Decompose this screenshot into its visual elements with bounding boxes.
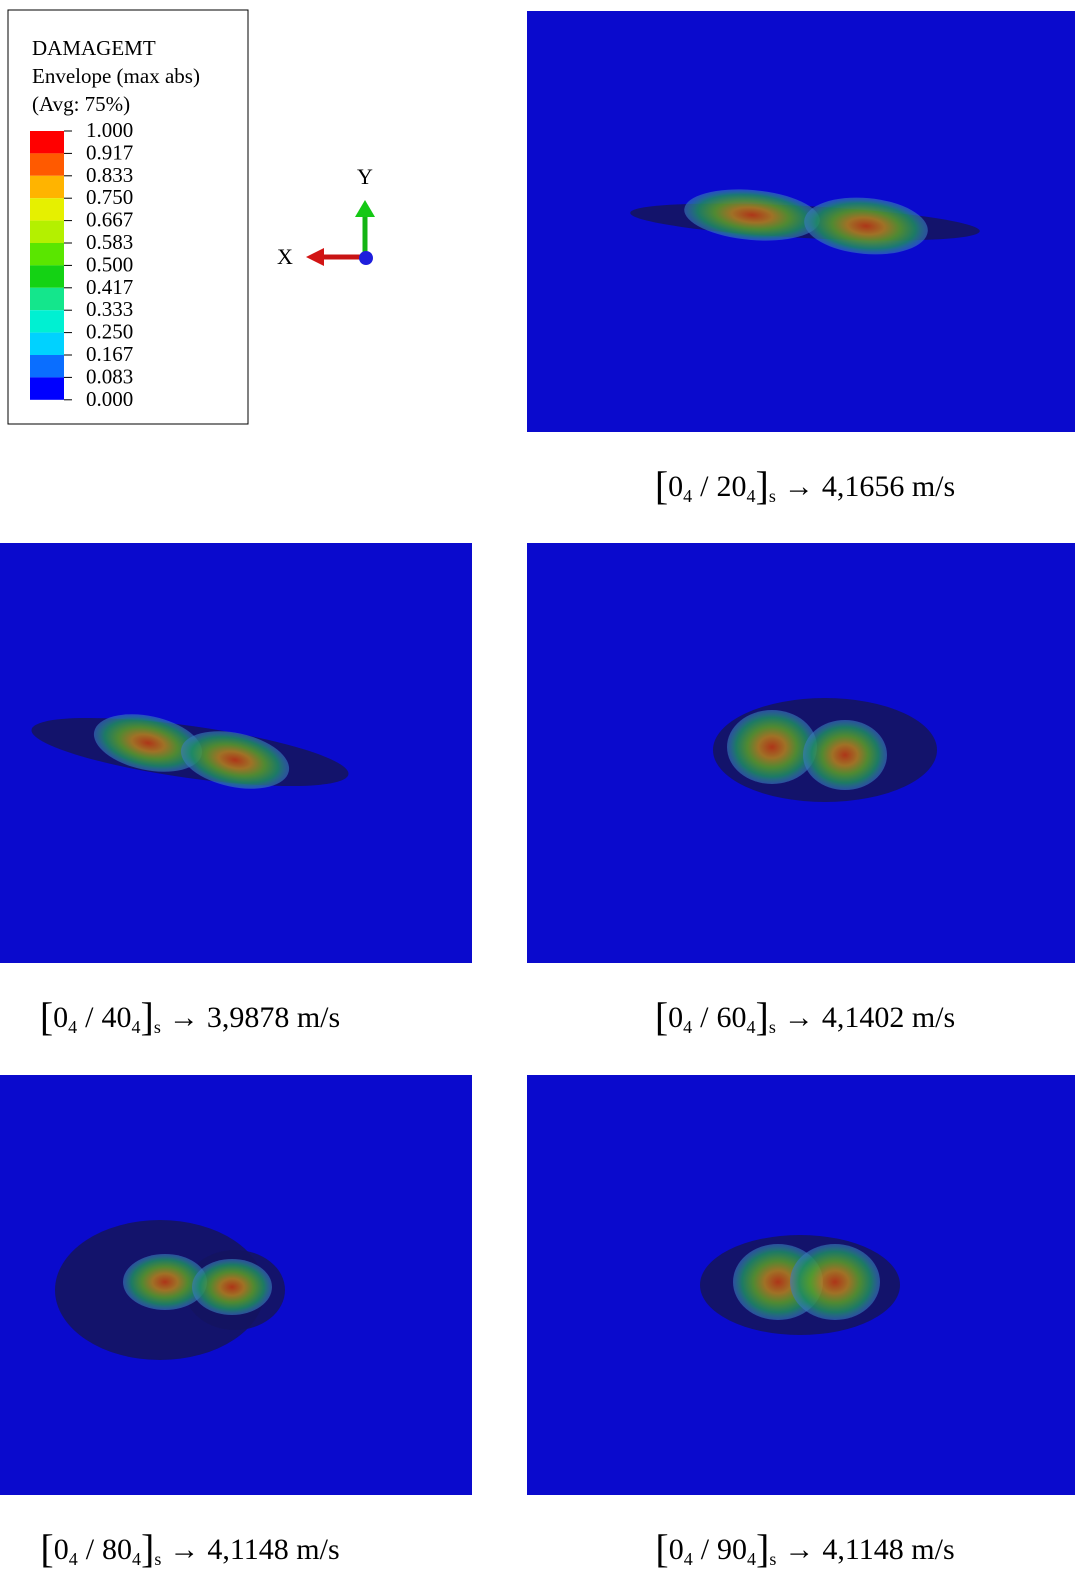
caption-arrow: → xyxy=(169,1533,200,1566)
panel-caption: [04/404]s → 3,9878 m/s xyxy=(0,993,420,1040)
caption-symmetry: s xyxy=(769,1549,777,1569)
legend-level: 0.917 xyxy=(86,140,133,164)
caption-speed: 4,1656 m/s xyxy=(821,470,956,503)
caption-angle: 60 xyxy=(716,1001,747,1034)
legend-level: 0.833 xyxy=(86,163,133,187)
legend-level: 0.750 xyxy=(86,185,133,209)
caption-open: [ xyxy=(655,1526,669,1571)
legend-band xyxy=(30,332,64,355)
caption-speed: 4,1402 m/s xyxy=(821,1001,956,1034)
caption-ply-count: 4 xyxy=(683,486,693,506)
caption-sep: / xyxy=(700,1001,709,1034)
caption-close: ] xyxy=(755,994,769,1039)
caption-angle-count: 4 xyxy=(131,1017,141,1037)
caption-arrow: → xyxy=(783,470,814,503)
caption-ply: 0 xyxy=(668,470,684,503)
legend-band xyxy=(30,310,64,333)
caption-angle-count: 4 xyxy=(746,486,756,506)
triad-x-label: X xyxy=(277,244,293,269)
caption-arrow: → xyxy=(784,1533,815,1566)
caption-open: [ xyxy=(654,463,669,508)
triad-y-head xyxy=(355,200,375,217)
legend-level: 0.167 xyxy=(86,342,133,366)
caption-ply: 0 xyxy=(668,1533,684,1566)
caption-sep: / xyxy=(700,1533,710,1566)
panel-caption: [04/204]s → 4,1656 m/s xyxy=(575,462,1035,509)
legend-band xyxy=(30,355,64,378)
caption-ply-count: 4 xyxy=(683,1549,693,1569)
damage-lobe xyxy=(123,1254,207,1310)
caption-sep: / xyxy=(85,1533,95,1566)
caption-symmetry: s xyxy=(154,1549,162,1569)
damage-lobe xyxy=(727,710,817,784)
caption-sep: / xyxy=(700,470,709,503)
legend-band xyxy=(30,175,64,199)
legend-title: Envelope (max abs) xyxy=(32,64,200,88)
caption-speed: 4,1148 m/s xyxy=(207,1533,340,1566)
legend-band xyxy=(30,220,64,243)
damage-lobe xyxy=(192,1259,272,1315)
damage-lobe xyxy=(93,714,203,772)
caption-speed: 3,9878 m/s xyxy=(206,1001,341,1034)
caption-open: [ xyxy=(654,994,669,1039)
panel-caption: [04/904]s → 4,1148 m/s xyxy=(575,1525,1035,1572)
legend-level: 0.417 xyxy=(86,275,133,299)
caption-open: [ xyxy=(39,994,54,1039)
legend-band xyxy=(30,198,64,221)
caption-angle-count: 4 xyxy=(132,1549,142,1569)
caption-arrow: → xyxy=(168,1001,199,1034)
caption-sep: / xyxy=(85,1001,94,1034)
caption-angle: 90 xyxy=(717,1533,748,1566)
caption-close: ] xyxy=(141,1526,155,1571)
legend-level: 0.500 xyxy=(86,252,133,276)
triad-z xyxy=(359,251,373,265)
legend-band xyxy=(30,131,64,154)
caption-open: [ xyxy=(40,1526,54,1571)
legend-level: 0.083 xyxy=(86,364,133,388)
caption-symmetry: s xyxy=(768,486,776,506)
caption-angle: 80 xyxy=(102,1533,133,1566)
caption-ply-count: 4 xyxy=(68,1549,78,1569)
caption-ply: 0 xyxy=(53,1533,69,1566)
legend-band xyxy=(30,287,64,311)
damage-lobe xyxy=(684,189,820,241)
legend-level: 0.000 xyxy=(86,387,133,411)
caption-angle-count: 4 xyxy=(747,1549,757,1569)
legend-band xyxy=(30,265,64,288)
legend-title: DAMAGEMT xyxy=(32,36,156,60)
legend-band xyxy=(30,153,64,176)
legend-title: (Avg: 75%) xyxy=(32,92,130,116)
caption-ply-count: 4 xyxy=(68,1017,78,1037)
legend-level: 0.583 xyxy=(86,230,133,254)
caption-angle: 40 xyxy=(101,1001,132,1034)
legend-level: 0.333 xyxy=(86,297,133,321)
caption-symmetry: s xyxy=(768,1017,776,1037)
caption-angle-count: 4 xyxy=(746,1017,756,1037)
legend-band xyxy=(30,377,64,400)
panel-caption: [04/804]s → 4,1148 m/s xyxy=(0,1525,420,1572)
caption-symmetry: s xyxy=(153,1017,161,1037)
caption-angle: 20 xyxy=(716,470,747,503)
caption-arrow: → xyxy=(783,1001,814,1034)
legend-level: 1.000 xyxy=(86,118,133,142)
caption-close: ] xyxy=(756,1526,770,1571)
panel-caption: [04/604]s → 4,1402 m/s xyxy=(575,993,1035,1040)
caption-close: ] xyxy=(755,463,769,508)
caption-ply-count: 4 xyxy=(683,1017,693,1037)
triad-x-head xyxy=(306,248,324,266)
triad-y-label: Y xyxy=(357,164,373,189)
legend-level: 0.250 xyxy=(86,320,133,344)
caption-speed: 4,1148 m/s xyxy=(822,1533,955,1566)
caption-ply: 0 xyxy=(668,1001,684,1034)
damage-lobe xyxy=(790,1244,880,1320)
damage-lobe xyxy=(803,720,887,790)
damage-lobe xyxy=(180,731,290,789)
legend-level: 0.667 xyxy=(86,208,133,232)
damage-lobe xyxy=(804,197,928,255)
caption-ply: 0 xyxy=(53,1001,69,1034)
caption-close: ] xyxy=(140,994,154,1039)
legend-band xyxy=(30,243,64,266)
